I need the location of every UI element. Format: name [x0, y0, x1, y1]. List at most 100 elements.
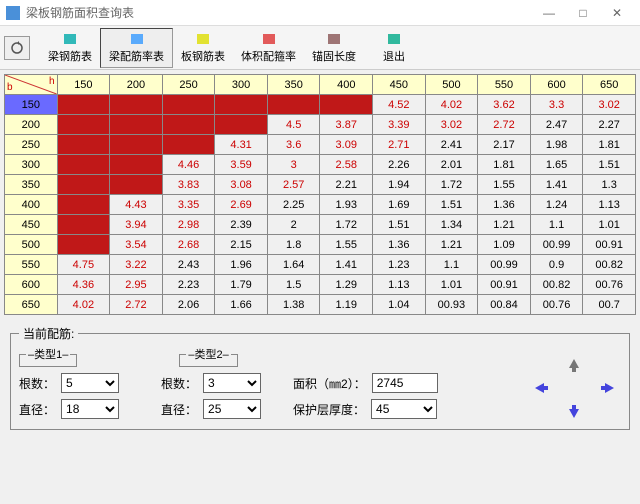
- data-cell[interactable]: 2.41: [425, 135, 478, 155]
- data-cell[interactable]: ·: [162, 95, 215, 115]
- data-cell[interactable]: 4.02: [425, 95, 478, 115]
- data-cell[interactable]: 1.34: [425, 215, 478, 235]
- data-cell[interactable]: ·: [57, 195, 110, 215]
- row-header[interactable]: 150: [5, 95, 58, 115]
- data-cell[interactable]: 1.55: [320, 235, 373, 255]
- data-cell[interactable]: 3.39: [373, 115, 426, 135]
- data-cell[interactable]: 3.08: [215, 175, 268, 195]
- col-header[interactable]: 500: [425, 75, 478, 95]
- data-cell[interactable]: 3: [267, 155, 320, 175]
- data-cell[interactable]: 2.72: [110, 295, 163, 315]
- toolbar-cube-icon[interactable]: 梁钢筋表: [40, 28, 100, 68]
- data-cell[interactable]: 00.91: [583, 235, 636, 255]
- toolbar-anchor-icon[interactable]: 锚固长度: [304, 28, 364, 68]
- data-cell[interactable]: 2.27: [583, 115, 636, 135]
- data-cell[interactable]: 1.98: [530, 135, 583, 155]
- col-header[interactable]: 650: [583, 75, 636, 95]
- data-cell[interactable]: 1.09: [478, 235, 531, 255]
- row-header[interactable]: 650: [5, 295, 58, 315]
- col-header[interactable]: 150: [57, 75, 110, 95]
- count2-select[interactable]: 3: [203, 373, 261, 393]
- col-header[interactable]: 300: [215, 75, 268, 95]
- row-header[interactable]: 350: [5, 175, 58, 195]
- data-cell[interactable]: 1.1: [530, 215, 583, 235]
- data-cell[interactable]: ·: [267, 95, 320, 115]
- data-cell[interactable]: 00.76: [583, 275, 636, 295]
- data-cell[interactable]: 2.98: [162, 215, 215, 235]
- data-cell[interactable]: 0.9: [530, 255, 583, 275]
- data-cell[interactable]: 2.58: [320, 155, 373, 175]
- data-cell[interactable]: 4.52: [373, 95, 426, 115]
- data-cell[interactable]: 00.84: [478, 295, 531, 315]
- data-cell[interactable]: 2.39: [215, 215, 268, 235]
- data-cell[interactable]: 00.7: [583, 295, 636, 315]
- data-cell[interactable]: ·: [57, 235, 110, 255]
- minimize-button[interactable]: —: [532, 2, 566, 24]
- arrow-down-icon[interactable]: [562, 399, 586, 423]
- col-header[interactable]: 400: [320, 75, 373, 95]
- data-cell[interactable]: 2.47: [530, 115, 583, 135]
- data-cell[interactable]: 1.1: [425, 255, 478, 275]
- data-cell[interactable]: 1.41: [530, 175, 583, 195]
- data-cell[interactable]: 1.38: [267, 295, 320, 315]
- data-cell[interactable]: 1.13: [583, 195, 636, 215]
- data-cell[interactable]: 1.23: [373, 255, 426, 275]
- data-cell[interactable]: 3.59: [215, 155, 268, 175]
- data-cell[interactable]: 1.51: [373, 215, 426, 235]
- refresh-button[interactable]: [4, 36, 30, 60]
- row-header[interactable]: 500: [5, 235, 58, 255]
- arrow-up-icon[interactable]: [562, 353, 586, 377]
- data-cell[interactable]: ·: [162, 135, 215, 155]
- data-cell[interactable]: 2.06: [162, 295, 215, 315]
- data-cell[interactable]: 1.8: [267, 235, 320, 255]
- data-cell[interactable]: 4.36: [57, 275, 110, 295]
- data-cell[interactable]: ·: [320, 95, 373, 115]
- data-cell[interactable]: 00.99: [478, 255, 531, 275]
- data-cell[interactable]: 4.75: [57, 255, 110, 275]
- col-header[interactable]: 550: [478, 75, 531, 95]
- data-cell[interactable]: 1.69: [373, 195, 426, 215]
- data-cell[interactable]: 1.72: [425, 175, 478, 195]
- data-cell[interactable]: ·: [57, 95, 110, 115]
- toolbar-grid-icon[interactable]: 梁配筋率表: [100, 28, 173, 68]
- data-cell[interactable]: 1.24: [530, 195, 583, 215]
- data-cell[interactable]: 3.87: [320, 115, 373, 135]
- data-cell[interactable]: 1.29: [320, 275, 373, 295]
- data-cell[interactable]: 1.55: [478, 175, 531, 195]
- data-cell[interactable]: 3.02: [583, 95, 636, 115]
- data-cell[interactable]: 2.57: [267, 175, 320, 195]
- data-cell[interactable]: 2.23: [162, 275, 215, 295]
- toolbar-flat-icon[interactable]: 板钢筋表: [173, 28, 233, 68]
- data-cell[interactable]: 1.94: [373, 175, 426, 195]
- data-cell[interactable]: 3.62: [478, 95, 531, 115]
- data-cell[interactable]: 1.5: [267, 275, 320, 295]
- data-cell[interactable]: 2.69: [215, 195, 268, 215]
- data-cell[interactable]: 2.72: [478, 115, 531, 135]
- data-cell[interactable]: 1.72: [320, 215, 373, 235]
- data-cell[interactable]: 1.65: [530, 155, 583, 175]
- data-cell[interactable]: ·: [57, 215, 110, 235]
- data-cell[interactable]: 00.76: [530, 295, 583, 315]
- count1-select[interactable]: 5: [61, 373, 119, 393]
- toolbar-hash-icon[interactable]: 体积配箍率: [233, 28, 304, 68]
- data-cell[interactable]: 1.36: [373, 235, 426, 255]
- row-header[interactable]: 300: [5, 155, 58, 175]
- data-cell[interactable]: 4.43: [110, 195, 163, 215]
- row-header[interactable]: 450: [5, 215, 58, 235]
- data-cell[interactable]: 1.66: [215, 295, 268, 315]
- data-cell[interactable]: 3.94: [110, 215, 163, 235]
- diam1-select[interactable]: 18: [61, 399, 119, 419]
- data-cell[interactable]: 1.79: [215, 275, 268, 295]
- data-cell[interactable]: ·: [215, 95, 268, 115]
- data-cell[interactable]: 1.21: [478, 215, 531, 235]
- col-header[interactable]: 450: [373, 75, 426, 95]
- data-cell[interactable]: 00.91: [478, 275, 531, 295]
- data-cell[interactable]: ·: [57, 155, 110, 175]
- data-cell[interactable]: 3.54: [110, 235, 163, 255]
- data-cell[interactable]: 00.99: [530, 235, 583, 255]
- col-header[interactable]: 200: [110, 75, 163, 95]
- data-cell[interactable]: ·: [215, 115, 268, 135]
- row-header[interactable]: 250: [5, 135, 58, 155]
- data-cell[interactable]: 2.15: [215, 235, 268, 255]
- arrow-left-icon[interactable]: [529, 376, 553, 400]
